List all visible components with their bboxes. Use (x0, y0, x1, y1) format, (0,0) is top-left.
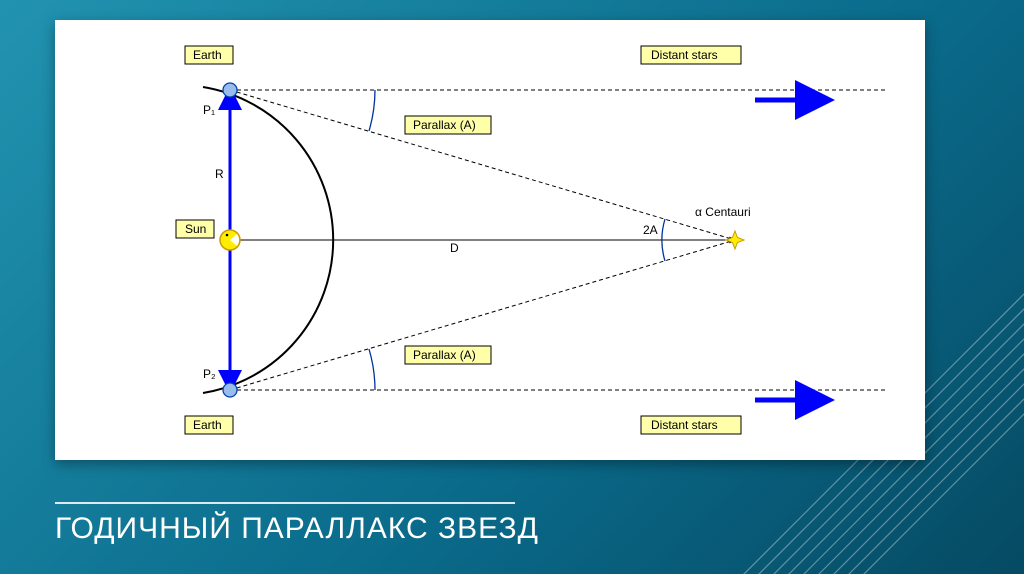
svg-text:Earth: Earth (193, 418, 222, 432)
label-r: R (215, 167, 224, 181)
dash-bottom-to-star (230, 240, 735, 390)
label-centauri: α Centauri (695, 205, 751, 219)
label-earth-top: Earth (185, 46, 233, 64)
label-earth-bottom: Earth (185, 416, 233, 434)
svg-text:Parallax (A): Parallax (A) (413, 118, 476, 132)
label-parallax-top: Parallax (A) (405, 116, 491, 134)
parallax-diagram: P₁ P₂ R D 2A Earth Earth Sun Distant sta… (55, 20, 925, 460)
label-p2: P₂ (203, 367, 216, 381)
label-sun: Sun (176, 220, 214, 238)
title-rule (55, 502, 515, 504)
label-2a: 2A (643, 223, 658, 237)
svg-text:Sun: Sun (185, 222, 206, 236)
earth-top-icon (223, 83, 237, 97)
label-distant-top: Distant stars (641, 46, 741, 64)
svg-text:Earth: Earth (193, 48, 222, 62)
label-p1: P₁ (203, 103, 215, 117)
svg-text:Parallax (A): Parallax (A) (413, 348, 476, 362)
angle-arc-top (369, 90, 375, 131)
diagram-panel: P₁ P₂ R D 2A Earth Earth Sun Distant sta… (55, 20, 925, 460)
label-parallax-bottom: Parallax (A) (405, 346, 491, 364)
slide-title: ГОДИЧНЫЙ ПАРАЛЛАКС ЗВЕЗД (55, 512, 539, 546)
label-distant-bottom: Distant stars (641, 416, 741, 434)
angle-arc-bottom (369, 349, 375, 390)
slide-root: P₁ P₂ R D 2A Earth Earth Sun Distant sta… (0, 0, 1024, 574)
sun-eye (226, 234, 229, 237)
dash-top-to-star (230, 90, 735, 240)
centauri-star-icon (726, 231, 744, 249)
svg-text:Distant stars: Distant stars (651, 418, 718, 432)
earth-bottom-icon (223, 383, 237, 397)
label-d: D (450, 241, 459, 255)
svg-text:Distant stars: Distant stars (651, 48, 718, 62)
